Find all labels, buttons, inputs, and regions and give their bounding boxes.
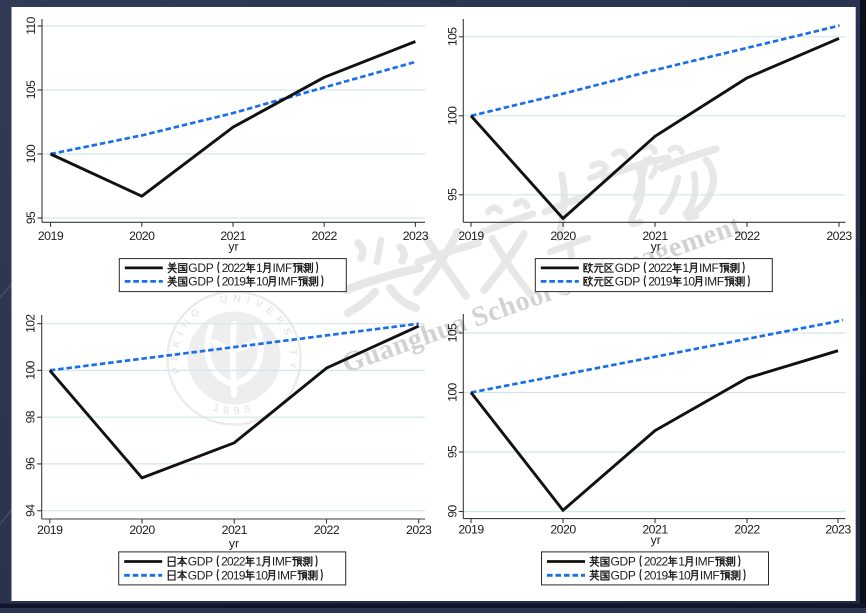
svg-text:2022: 2022	[734, 229, 760, 243]
svg-text:IMF: IMF	[695, 555, 715, 569]
svg-text:2019: 2019	[37, 523, 63, 537]
svg-text:2019: 2019	[222, 275, 247, 289]
svg-text:GDP: GDP	[188, 261, 213, 275]
svg-text:2021: 2021	[220, 229, 246, 243]
svg-text:yr: yr	[228, 240, 238, 254]
svg-text:2023: 2023	[826, 229, 852, 243]
svg-text:2019: 2019	[458, 523, 484, 537]
svg-text:95: 95	[445, 188, 459, 201]
svg-text:2020: 2020	[129, 229, 155, 243]
svg-text:GDP: GDP	[611, 569, 636, 583]
svg-text:90: 90	[445, 505, 459, 518]
svg-text:GDP: GDP	[615, 275, 640, 289]
svg-text:IMF: IMF	[277, 569, 297, 583]
svg-text:1: 1	[255, 555, 262, 569]
svg-text:IMF: IMF	[704, 275, 724, 289]
svg-text:yr: yr	[651, 240, 661, 254]
svg-text:100: 100	[445, 382, 459, 401]
svg-text:1: 1	[683, 261, 690, 275]
svg-text:98: 98	[24, 410, 38, 423]
svg-text:95: 95	[24, 211, 38, 224]
svg-text:GDP: GDP	[188, 569, 213, 583]
svg-text:2022: 2022	[221, 555, 246, 569]
svg-text:95: 95	[445, 445, 459, 458]
svg-text:2023: 2023	[403, 229, 429, 243]
svg-text:105: 105	[24, 80, 38, 99]
svg-text:105: 105	[445, 323, 459, 342]
svg-text:2019: 2019	[644, 569, 669, 583]
svg-text:100: 100	[445, 106, 459, 125]
svg-text:110: 110	[24, 16, 38, 34]
svg-text:IMF: IMF	[700, 569, 720, 583]
svg-text:yr: yr	[651, 533, 661, 547]
svg-text:2022: 2022	[644, 555, 669, 569]
svg-text:2020: 2020	[550, 523, 576, 537]
svg-text:2019: 2019	[458, 229, 484, 243]
svg-text:100: 100	[24, 360, 38, 379]
svg-text:105: 105	[445, 27, 459, 46]
svg-text:10: 10	[678, 569, 691, 583]
svg-text:2021: 2021	[222, 523, 248, 537]
svg-text:2023: 2023	[825, 523, 851, 537]
svg-text:2019: 2019	[38, 229, 64, 243]
svg-text:2019: 2019	[221, 569, 246, 583]
svg-text:GDP: GDP	[188, 555, 213, 569]
svg-text:96: 96	[24, 457, 38, 470]
svg-text:2022: 2022	[314, 523, 340, 537]
svg-text:2023: 2023	[406, 523, 432, 537]
svg-text:102: 102	[24, 314, 38, 333]
svg-text:GDP: GDP	[611, 555, 636, 569]
svg-text:GDP: GDP	[615, 261, 640, 275]
svg-text:yr: yr	[229, 537, 239, 551]
svg-text:2021: 2021	[642, 229, 668, 243]
svg-text:IMF: IMF	[272, 555, 292, 569]
svg-text:1: 1	[678, 555, 685, 569]
svg-text:GDP: GDP	[188, 275, 213, 289]
svg-text:2022: 2022	[648, 261, 673, 275]
svg-text:10: 10	[256, 275, 269, 289]
svg-text:2020: 2020	[129, 523, 155, 537]
svg-text:100: 100	[24, 144, 38, 163]
svg-text:2022: 2022	[734, 523, 760, 537]
svg-text:1898: 1898	[211, 402, 256, 418]
svg-text:2019: 2019	[648, 275, 673, 289]
svg-text:10: 10	[255, 569, 268, 583]
svg-text:2021: 2021	[642, 523, 668, 537]
svg-text:10: 10	[683, 275, 696, 289]
svg-text:94: 94	[24, 504, 38, 517]
svg-text:2020: 2020	[550, 229, 576, 243]
svg-text:2022: 2022	[222, 261, 247, 275]
svg-text:IMF: IMF	[273, 261, 293, 275]
svg-text:2022: 2022	[312, 229, 338, 243]
svg-text:IMF: IMF	[278, 275, 298, 289]
svg-text:IMF: IMF	[699, 261, 719, 275]
svg-text:1: 1	[256, 261, 263, 275]
